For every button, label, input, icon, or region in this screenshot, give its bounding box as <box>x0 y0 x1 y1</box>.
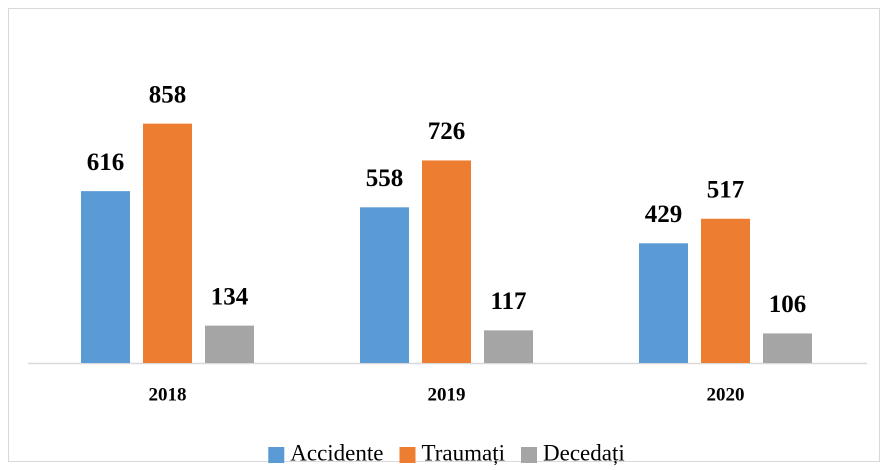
value-label: 106 <box>769 291 807 318</box>
x-tick-label: 2018 <box>149 384 187 405</box>
legend-label: Decedați <box>543 440 625 465</box>
legend-swatch <box>521 447 537 463</box>
bar <box>143 123 192 363</box>
x-tick-label: 2020 <box>707 384 745 405</box>
bar <box>81 191 130 363</box>
bar <box>422 160 471 363</box>
value-label: 517 <box>707 176 745 203</box>
bar <box>484 330 533 363</box>
legend-swatch <box>268 447 285 463</box>
value-label: 616 <box>87 149 125 176</box>
bar <box>701 218 750 363</box>
legend-swatch <box>399 447 416 463</box>
bar <box>639 243 688 363</box>
legend-label: Accidente <box>290 440 383 465</box>
value-label: 117 <box>490 288 526 315</box>
x-tick-label: 2019 <box>428 384 466 405</box>
legend-label: Traumați <box>422 440 506 465</box>
value-label: 558 <box>366 165 404 192</box>
bar <box>360 207 409 363</box>
value-label: 429 <box>645 201 683 228</box>
bar <box>763 333 812 363</box>
value-label: 858 <box>149 81 187 108</box>
value-label: 134 <box>211 283 249 310</box>
value-label: 726 <box>428 118 466 145</box>
bar <box>205 325 254 363</box>
